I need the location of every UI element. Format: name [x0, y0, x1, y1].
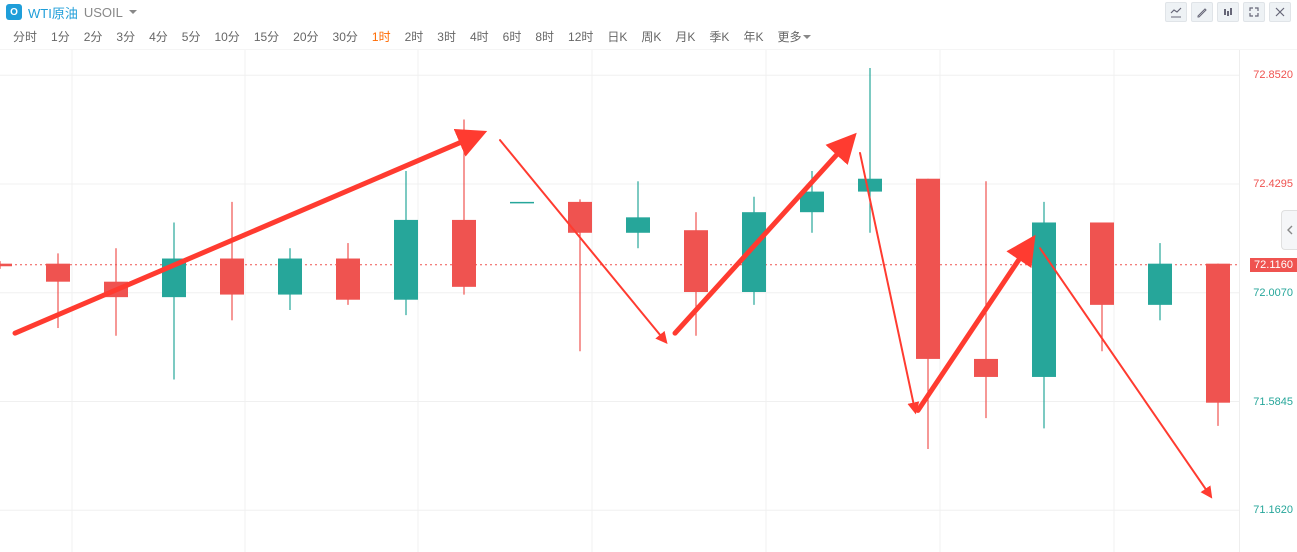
timeframe-20分[interactable]: 20分 — [286, 28, 325, 45]
timeframe-15分[interactable]: 15分 — [247, 28, 286, 45]
price-tick: 72.0070 — [1253, 287, 1293, 299]
timeframe-3分[interactable]: 3分 — [109, 28, 142, 45]
timeframe-more[interactable]: 更多 — [770, 28, 818, 45]
timeframe-2分[interactable]: 2分 — [77, 28, 110, 45]
close-icon[interactable] — [1269, 2, 1291, 22]
timeframe-周K[interactable]: 周K — [634, 28, 668, 45]
timeframe-30分[interactable]: 30分 — [326, 28, 365, 45]
timeframe-4分[interactable]: 4分 — [142, 28, 175, 45]
timeframe-6时[interactable]: 6时 — [496, 28, 529, 45]
timeframe-2时[interactable]: 2时 — [398, 28, 431, 45]
timeframe-月K[interactable]: 月K — [668, 28, 702, 45]
collapse-panel-icon[interactable] — [1281, 210, 1297, 250]
timeframe-1分[interactable]: 1分 — [44, 28, 77, 45]
chart-toolbar — [1165, 2, 1291, 22]
timeframe-8时[interactable]: 8时 — [528, 28, 561, 45]
timeframe-季K[interactable]: 季K — [702, 28, 736, 45]
timeframe-分时[interactable]: 分时 — [6, 28, 44, 45]
chevron-down-icon — [129, 10, 137, 14]
price-tick: 71.5845 — [1253, 396, 1293, 408]
symbol-name: WTI原油 — [28, 3, 78, 22]
timeframe-年K[interactable]: 年K — [736, 28, 770, 45]
price-tick: 72.8520 — [1253, 69, 1293, 81]
price-tick: 72.4295 — [1253, 178, 1293, 190]
symbol-selector[interactable]: O WTI原油 USOIL — [6, 3, 137, 22]
timeframe-10分[interactable]: 10分 — [207, 28, 246, 45]
chart-svg — [0, 50, 1239, 552]
multichart-icon[interactable] — [1165, 2, 1187, 22]
pencil-icon[interactable] — [1191, 2, 1213, 22]
timeframe-12时[interactable]: 12时 — [561, 28, 600, 45]
timeframe-bar: 分时1分2分3分4分5分10分15分20分30分1时2时3时4时6时8时12时日… — [0, 24, 1297, 50]
chart-container: 72.8520 72.4295 72.0070 71.5845 71.1620 72.11… — [0, 50, 1297, 552]
chart-header: O WTI原油 USOIL — [0, 0, 1297, 24]
candle-icon[interactable] — [1217, 2, 1239, 22]
current-price-badge: 72.1160 — [1250, 258, 1297, 272]
price-chart[interactable] — [0, 50, 1239, 552]
timeframe-3时[interactable]: 3时 — [430, 28, 463, 45]
symbol-code: USOIL — [84, 5, 123, 20]
timeframe-4时[interactable]: 4时 — [463, 28, 496, 45]
price-tick: 71.1620 — [1253, 504, 1293, 516]
symbol-icon: O — [6, 4, 22, 20]
expand-icon[interactable] — [1243, 2, 1265, 22]
timeframe-日K[interactable]: 日K — [600, 28, 634, 45]
price-axis[interactable]: 72.8520 72.4295 72.0070 71.5845 71.1620 72.11… — [1239, 50, 1297, 552]
chevron-down-icon — [803, 35, 811, 39]
timeframe-1时[interactable]: 1时 — [365, 28, 398, 45]
timeframe-5分[interactable]: 5分 — [175, 28, 208, 45]
